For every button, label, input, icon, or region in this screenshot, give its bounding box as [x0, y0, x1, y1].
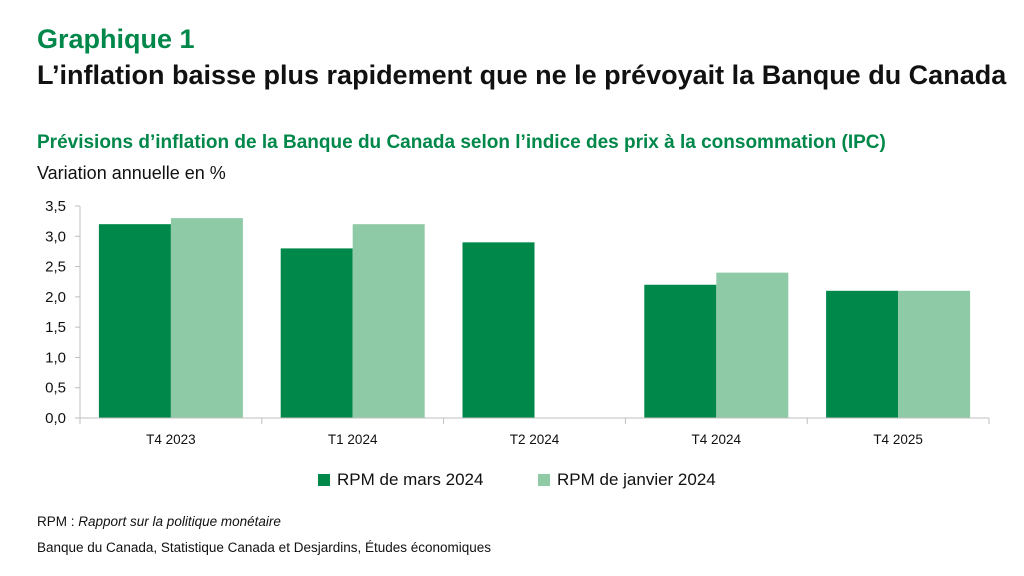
legend-label-janvier: RPM de janvier 2024 [557, 470, 716, 489]
y-tick-label: 3,0 [45, 228, 66, 245]
y-tick-label: 0,5 [45, 380, 66, 397]
x-tick-label: T2 2024 [510, 432, 560, 447]
page-title: L’inflation baisse plus rapidement que n… [37, 60, 1007, 90]
y-tick-label: 3,5 [45, 198, 66, 215]
y-tick-label: 2,5 [45, 259, 66, 276]
legend-item-mars: RPM de mars 2024 [318, 470, 483, 490]
footnote-italic: Rapport sur la politique monétaire [78, 514, 281, 529]
bar-janvier-1 [352, 224, 425, 418]
chart-kicker: Graphique 1 [37, 24, 195, 54]
legend-swatch-mars [318, 474, 330, 486]
bar-janvier-0 [170, 218, 243, 418]
source-note: Banque du Canada, Statistique Canada et … [37, 540, 492, 555]
bar-mars-1 [280, 248, 353, 418]
y-axis-label: Variation annuelle en % [37, 163, 226, 183]
y-tick-label: 0,0 [45, 410, 66, 427]
x-tick-label: T4 2024 [692, 432, 742, 447]
x-tick-label: T4 2025 [873, 432, 923, 447]
bar-janvier-4 [898, 290, 971, 418]
legend-item-janvier: RPM de janvier 2024 [538, 470, 716, 490]
bar-janvier-3 [716, 272, 789, 418]
x-tick-label: T1 2024 [328, 432, 378, 447]
x-tick-label: T4 2023 [146, 432, 196, 447]
bar-mars-3 [644, 284, 717, 418]
bar-mars-2 [462, 242, 535, 418]
footnote: RPM : Rapport sur la politique monétaire [37, 514, 281, 529]
y-tick-label: 1,0 [45, 349, 66, 366]
y-tick-label: 2,0 [45, 289, 66, 306]
legend-swatch-janvier [538, 474, 550, 486]
legend-label-mars: RPM de mars 2024 [337, 470, 484, 489]
bar-mars-4 [826, 290, 899, 418]
chart-title: Prévisions d’inflation de la Banque du C… [37, 132, 886, 153]
y-tick-label: 1,5 [45, 319, 66, 336]
footnote-prefix: RPM : [37, 514, 79, 529]
bar-mars-0 [98, 224, 171, 418]
